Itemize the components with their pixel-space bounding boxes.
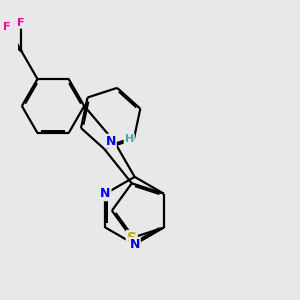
- Text: N: N: [105, 135, 116, 148]
- Text: H: H: [124, 134, 134, 144]
- Text: N: N: [100, 187, 111, 200]
- Text: N: N: [129, 238, 140, 251]
- Text: F: F: [17, 18, 25, 28]
- Text: S: S: [127, 231, 137, 245]
- Text: F: F: [0, 32, 1, 42]
- Text: F: F: [3, 22, 11, 32]
